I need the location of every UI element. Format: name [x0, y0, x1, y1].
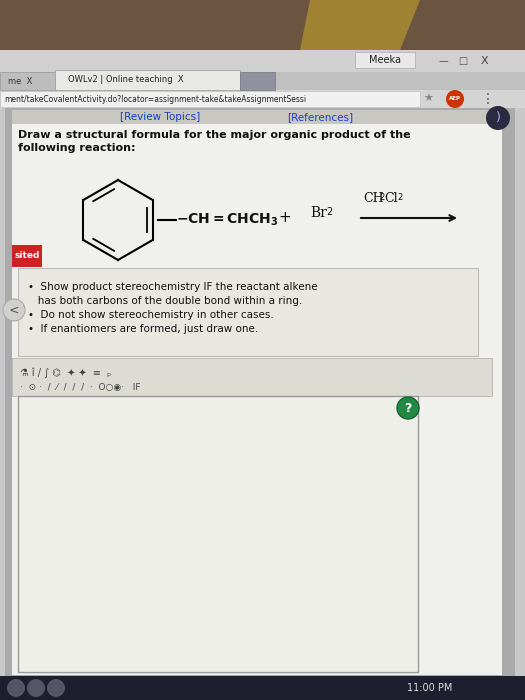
- Circle shape: [27, 679, 45, 697]
- Bar: [12, 358, 492, 396]
- Text: Br: Br: [310, 206, 327, 220]
- Text: ⋮: ⋮: [481, 92, 495, 106]
- Bar: [0, 90, 525, 108]
- Text: Meeka: Meeka: [369, 55, 401, 65]
- Bar: [5, 108, 515, 686]
- Text: sited: sited: [14, 251, 40, 260]
- Text: 2: 2: [326, 207, 332, 217]
- Text: Draw a structural formula for the major organic product of the: Draw a structural formula for the major …: [18, 130, 411, 140]
- Text: me  X: me X: [8, 76, 33, 85]
- Text: AEP: AEP: [449, 97, 461, 102]
- Bar: [0, 91, 420, 107]
- Bar: [18, 396, 418, 672]
- Circle shape: [397, 397, 419, 419]
- Text: +: +: [279, 211, 291, 225]
- Bar: [0, 50, 525, 72]
- Text: Cl: Cl: [384, 192, 397, 204]
- Text: CH: CH: [363, 192, 384, 204]
- Text: □: □: [458, 56, 468, 66]
- Text: —: —: [438, 56, 448, 66]
- Text: ·  ⊙ ·  /  ⁄  /  /  /  ·  O○◉·   IF: · ⊙ · / ⁄ / / / · O○◉· IF: [20, 383, 141, 392]
- Bar: [0, 72, 525, 90]
- Text: OWLv2 | Online teaching  X: OWLv2 | Online teaching X: [68, 76, 184, 85]
- Text: 11:00 PM: 11:00 PM: [407, 683, 453, 693]
- Bar: [0, 676, 525, 700]
- Text: ⚗ î / ∫ ⌬  ✦ ✦  ≡  ₚ: ⚗ î / ∫ ⌬ ✦ ✦ ≡ ₚ: [20, 368, 111, 379]
- Polygon shape: [300, 0, 420, 50]
- Text: •  If enantiomers are formed, just draw one.: • If enantiomers are formed, just draw o…: [28, 324, 258, 334]
- Circle shape: [47, 679, 65, 697]
- Text: •  Show product stereochemistry IF the reactant alkene: • Show product stereochemistry IF the re…: [28, 282, 318, 292]
- Text: [References]: [References]: [287, 112, 353, 122]
- Text: •  Do not show stereochemistry in other cases.: • Do not show stereochemistry in other c…: [28, 310, 274, 320]
- Text: ?: ?: [404, 402, 412, 414]
- Bar: [0, 72, 55, 90]
- Bar: [12, 245, 42, 267]
- Text: ): ): [496, 111, 500, 125]
- Polygon shape: [0, 0, 525, 50]
- Circle shape: [486, 106, 510, 130]
- Bar: [240, 72, 275, 90]
- Text: X: X: [480, 56, 488, 66]
- Circle shape: [446, 90, 464, 108]
- Text: [Review Topics]: [Review Topics]: [120, 112, 200, 122]
- Text: following reaction:: following reaction:: [18, 143, 135, 153]
- Text: 2: 2: [379, 193, 384, 202]
- Text: 2: 2: [397, 193, 402, 202]
- Circle shape: [7, 679, 25, 697]
- Text: ★: ★: [423, 94, 433, 104]
- Circle shape: [3, 299, 25, 321]
- Text: ment/takeCovalentActivity.do?locator=assignment-take&takeAssignmentSessi: ment/takeCovalentActivity.do?locator=ass…: [4, 94, 306, 104]
- Bar: [18, 268, 478, 356]
- Text: <: <: [9, 304, 19, 316]
- Bar: [12, 110, 502, 675]
- Text: has both carbons of the double bond within a ring.: has both carbons of the double bond with…: [28, 296, 302, 306]
- Bar: [355, 52, 415, 68]
- Bar: [55, 70, 240, 90]
- Text: $\mathbf{-CH{=}CHCH_3}$: $\mathbf{-CH{=}CHCH_3}$: [176, 212, 278, 228]
- Bar: [12, 110, 502, 124]
